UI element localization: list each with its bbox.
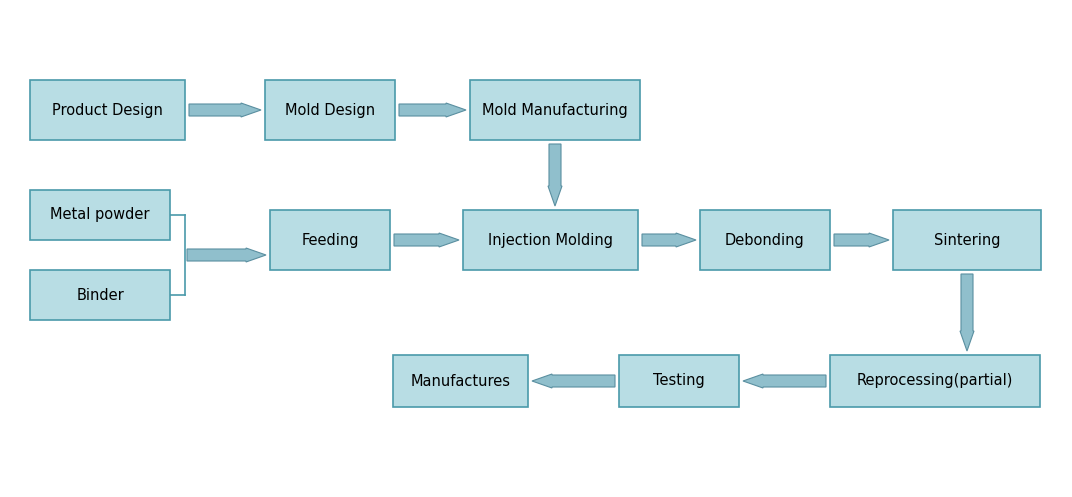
FancyBboxPatch shape — [265, 80, 394, 140]
Text: Sintering: Sintering — [934, 233, 1000, 248]
Text: Product Design: Product Design — [53, 102, 163, 117]
FancyBboxPatch shape — [470, 80, 640, 140]
FancyBboxPatch shape — [619, 355, 739, 407]
Text: Mold Design: Mold Design — [285, 102, 375, 117]
FancyBboxPatch shape — [830, 355, 1040, 407]
FancyBboxPatch shape — [30, 80, 185, 140]
Text: Testing: Testing — [653, 374, 705, 389]
Text: Feeding: Feeding — [301, 233, 359, 248]
FancyBboxPatch shape — [393, 355, 528, 407]
Polygon shape — [961, 274, 974, 351]
Polygon shape — [743, 374, 827, 388]
FancyBboxPatch shape — [700, 210, 830, 270]
Text: Mold Manufacturing: Mold Manufacturing — [482, 102, 628, 117]
Text: Binder: Binder — [76, 287, 124, 303]
Text: Manufactures: Manufactures — [411, 374, 510, 389]
FancyBboxPatch shape — [30, 270, 170, 320]
Polygon shape — [394, 233, 459, 247]
Polygon shape — [399, 103, 466, 117]
Text: Reprocessing(partial): Reprocessing(partial) — [857, 374, 1013, 389]
Polygon shape — [642, 233, 696, 247]
Text: Injection Molding: Injection Molding — [488, 233, 613, 248]
FancyBboxPatch shape — [893, 210, 1041, 270]
Polygon shape — [834, 233, 889, 247]
Text: Metal powder: Metal powder — [50, 208, 150, 223]
Text: Debonding: Debonding — [725, 233, 805, 248]
FancyBboxPatch shape — [463, 210, 638, 270]
Polygon shape — [548, 144, 562, 206]
FancyBboxPatch shape — [270, 210, 390, 270]
Polygon shape — [189, 103, 260, 117]
Polygon shape — [187, 248, 266, 262]
Polygon shape — [532, 374, 615, 388]
FancyBboxPatch shape — [30, 190, 170, 240]
